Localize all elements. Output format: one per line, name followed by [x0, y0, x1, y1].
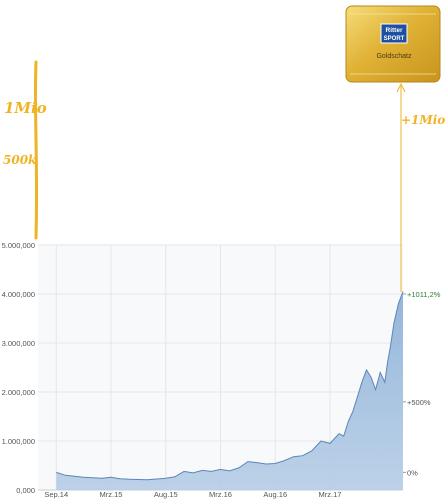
x-axis: Sep.14 Mrz.15 Aug.15 Mrz.16 Aug.16 Mrz.17 [38, 489, 403, 499]
hand-vertical-stroke [33, 60, 39, 240]
x-tick-label: Aug.15 [154, 490, 178, 499]
y-tick-label: 5.000,000 [2, 241, 35, 250]
x-tick-label: Mrz.17 [319, 490, 342, 499]
y-tick-label: 0,000 [16, 486, 35, 495]
x-tick-label: Aug.16 [263, 490, 287, 499]
hand-label-1mio: 1Mio [4, 99, 47, 117]
product-name: Goldschatz [376, 53, 412, 60]
brand-line-2: SPORT [384, 36, 405, 42]
grid-lines [38, 244, 403, 491]
x-tick-label: Mrz.16 [209, 490, 232, 499]
x-tick-label: Sep.14 [44, 490, 68, 499]
x-tick-label: Mrz.15 [100, 490, 123, 499]
hand-arrow-head [396, 82, 406, 93]
percent-label: +500% [407, 398, 431, 407]
package-crimp [350, 13, 436, 75]
hand-annotations: 1Mio 500k +1Mio [3, 60, 445, 292]
percent-label: 0% [407, 468, 418, 477]
package-wrapper [345, 5, 441, 83]
y-tick-label: 1.000,000 [2, 437, 35, 446]
brand-badge [380, 23, 408, 44]
series-area [56, 291, 404, 490]
hand-label-500k: 500k [3, 153, 36, 167]
percent-axis: 0% +500% +1011,2% [403, 290, 441, 477]
product-package: Ritter SPORT Goldschatz [345, 5, 441, 83]
hand-label-plus1mio: +1Mio [401, 113, 445, 127]
y-tick-label: 3.000,000 [2, 339, 35, 348]
brand-line-1: Ritter [386, 27, 403, 34]
y-tick-label: 2.000,000 [2, 388, 35, 397]
series-line [56, 291, 404, 481]
price-series [56, 291, 404, 490]
y-tick-label: 4.000,000 [2, 290, 35, 299]
percent-label: +1011,2% [407, 290, 441, 299]
y-axis: 0,000 1.000,000 2.000,000 3.000,000 4.000,00… [2, 241, 35, 495]
